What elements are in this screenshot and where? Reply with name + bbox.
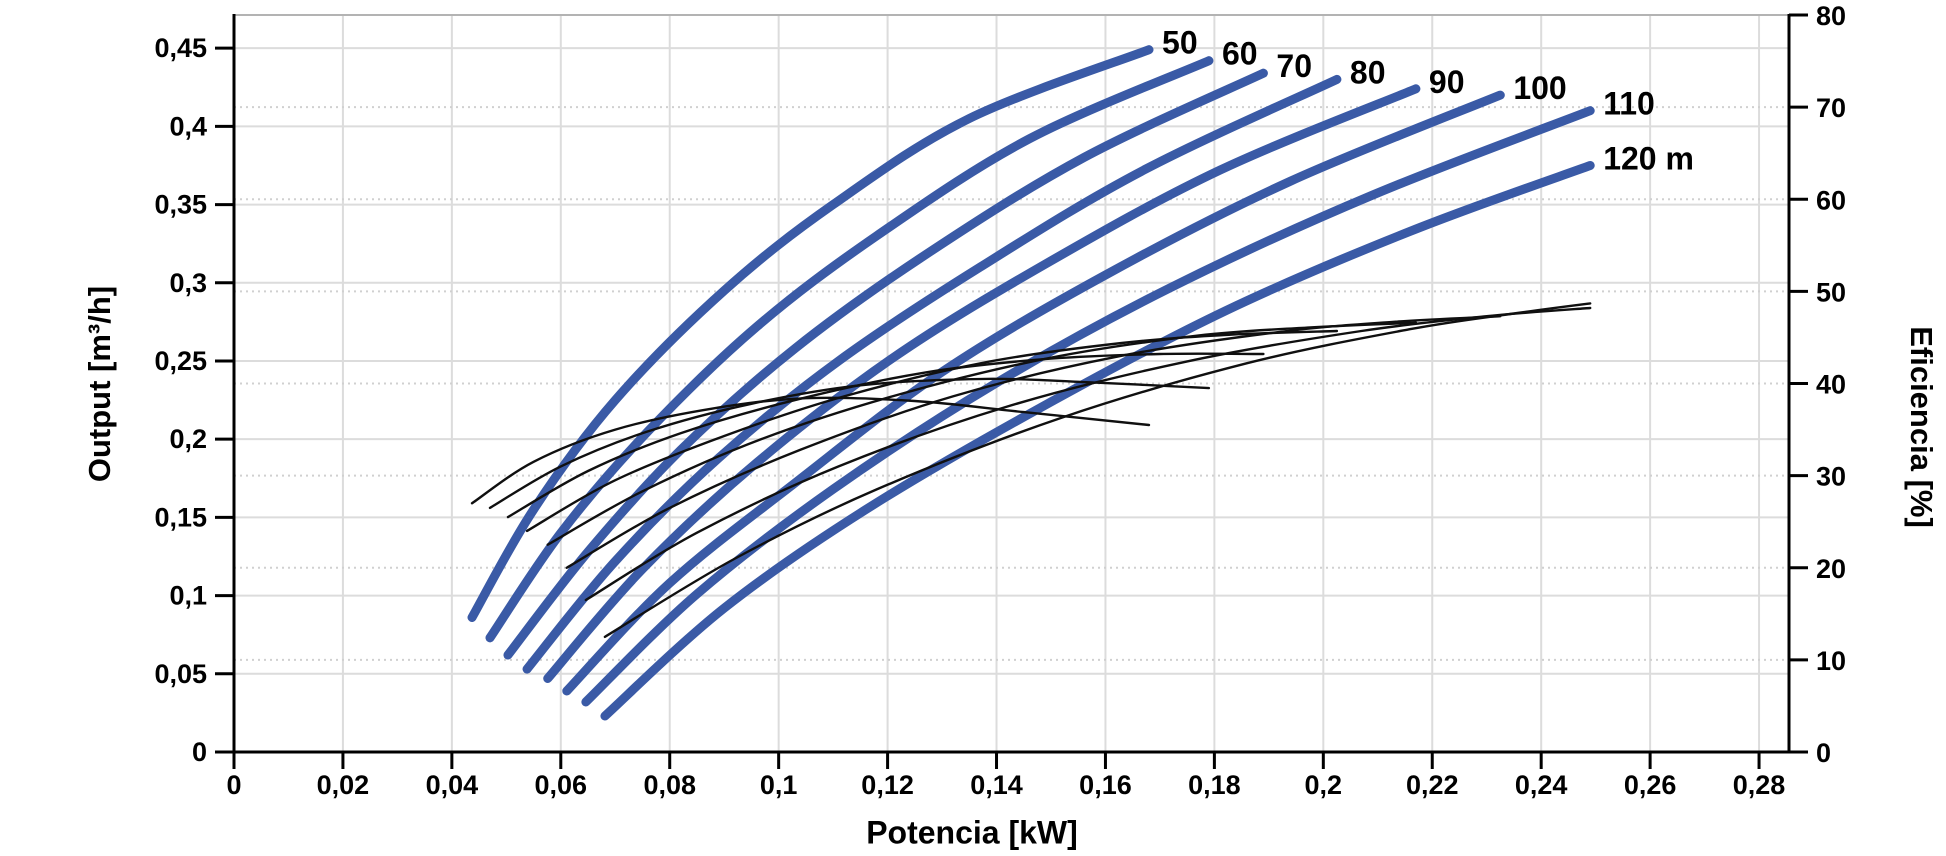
y-right-tick-label: 50: [1816, 277, 1846, 307]
flow-curve-70: [503, 68, 1268, 660]
x-axis-title: Potencia [kW]: [866, 814, 1078, 851]
flow-curve-90: [543, 84, 1421, 683]
y-right-tick-label: 80: [1816, 1, 1846, 31]
efficiency-curve-110: [584, 306, 1592, 602]
flow-curve-120: [600, 161, 1595, 721]
y-left-tick-label: 0,3: [169, 268, 207, 298]
y-right-tick-label: 60: [1816, 185, 1846, 215]
y-left-tick-label: 0,2: [169, 424, 207, 454]
x-tick-label: 0,28: [1733, 770, 1786, 800]
head-curve-label-120: 120 m: [1603, 140, 1694, 176]
x-tick-label: 0,22: [1406, 770, 1459, 800]
y-right-tick-label: 30: [1816, 462, 1846, 492]
efficiency-curve-100: [565, 315, 1502, 569]
y-right-tick-label: 70: [1816, 93, 1846, 123]
flow-curve-110: [581, 106, 1595, 707]
y-left-tick-label: 0: [192, 737, 207, 767]
efficiency-curve-50: [470, 396, 1151, 505]
x-tick-label: 0,02: [317, 770, 370, 800]
head-curve-label-80: 80: [1350, 54, 1386, 90]
y-left-tick-label: 0,05: [154, 659, 207, 689]
efficiency-curve-120: [603, 302, 1592, 639]
efficiency-curve-70: [506, 352, 1265, 519]
head-curve-label-50: 50: [1162, 25, 1198, 61]
y-right-tick-label: 20: [1816, 554, 1846, 584]
efficiency-curve-90: [546, 321, 1418, 546]
head-curve-label-70: 70: [1276, 48, 1312, 84]
x-tick-label: 0,04: [426, 770, 479, 800]
head-curve-label-60: 60: [1222, 36, 1258, 72]
head-curve-label-90: 90: [1429, 64, 1465, 100]
y-right-tick-label: 0: [1816, 738, 1831, 768]
x-tick-label: 0,16: [1079, 770, 1132, 800]
x-tick-label: 0,24: [1515, 770, 1568, 800]
y-left-tick-label: 0,35: [154, 190, 207, 220]
flow-curve-80: [522, 74, 1342, 674]
left-axis-title: Output [m³/h]: [82, 285, 117, 483]
x-tick-label: 0,08: [643, 770, 696, 800]
x-tick-label: 0,1: [760, 770, 798, 800]
right-axis-title: Eficiencia [%]: [1904, 326, 1939, 528]
x-tick-label: 0: [226, 770, 241, 800]
head-curve-label-110: 110: [1603, 86, 1655, 122]
x-tick-label: 0,18: [1188, 770, 1241, 800]
x-tick-label: 0,06: [535, 770, 588, 800]
x-tick-label: 0,14: [970, 770, 1023, 800]
efficiency-curve-80: [525, 329, 1339, 533]
y-left-tick-label: 0,1: [169, 581, 207, 611]
head-curve-label-100: 100: [1513, 70, 1566, 106]
y-left-tick-label: 0,25: [154, 346, 207, 376]
y-left-tick-label: 0,15: [154, 502, 207, 532]
x-tick-label: 0,26: [1624, 770, 1677, 800]
flow-curve-60: [485, 56, 1214, 643]
y-right-tick-label: 10: [1816, 646, 1846, 676]
x-tick-label: 0,12: [861, 770, 914, 800]
x-tick-label: 0,2: [1305, 770, 1343, 800]
y-left-tick-label: 0,4: [169, 111, 207, 141]
efficiency-curve-60: [488, 377, 1211, 510]
y-right-tick-label: 40: [1816, 370, 1846, 400]
y-left-tick-label: 0,45: [154, 33, 207, 63]
flow-curve-100: [562, 90, 1505, 696]
flow-curve-50: [467, 45, 1154, 622]
